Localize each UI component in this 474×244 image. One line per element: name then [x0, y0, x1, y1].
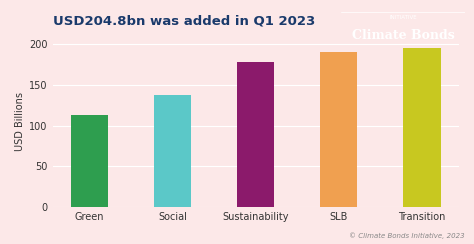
Text: © Climate Bonds Initiative, 2023: © Climate Bonds Initiative, 2023: [349, 233, 465, 239]
Bar: [403, 48, 440, 207]
Bar: [320, 52, 357, 207]
Text: INITIATIVE: INITIATIVE: [389, 15, 417, 20]
Text: Climate Bonds: Climate Bonds: [352, 29, 454, 42]
Bar: [71, 115, 109, 207]
Text: USD204.8bn was added in Q1 2023: USD204.8bn was added in Q1 2023: [53, 15, 315, 28]
Y-axis label: USD Billions: USD Billions: [15, 92, 25, 151]
Bar: [237, 62, 274, 207]
Bar: [154, 95, 191, 207]
